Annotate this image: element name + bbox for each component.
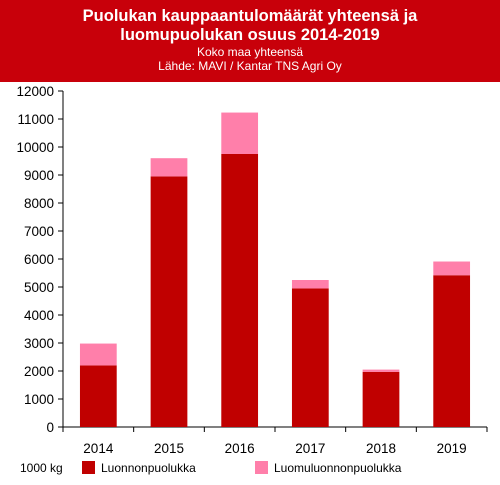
bar-luonnonpuolukka-2014 (79, 365, 117, 427)
y-tick-label: 3000 (24, 336, 54, 351)
x-tick-label: 2019 (437, 441, 467, 456)
legend-label: Luomuluonnonpuolukka (274, 461, 402, 475)
bar-luomuluonnonpuolukka-2015 (150, 158, 188, 177)
bar-luonnonpuolukka-2015 (150, 176, 188, 427)
chart-subtitle-line-1: Koko maa yhteensä (196, 45, 304, 59)
y-tick-label: 6000 (24, 252, 54, 267)
x-tick-label: 2014 (83, 441, 114, 456)
chart-title-line-1: Puolukan kauppaantulomäärät yhteensä ja (82, 7, 418, 25)
chart-subtitle-line-2: Lähde: MAVI / Kantar TNS Agri Oy (158, 59, 342, 73)
bar-luonnonpuolukka-2016 (221, 154, 259, 427)
bar-luomuluonnonpuolukka-2017 (291, 280, 329, 289)
bar-luomuluonnonpuolukka-2019 (433, 261, 471, 276)
x-tick-label: 2015 (154, 441, 184, 456)
legend-swatch (255, 461, 268, 474)
bar-luonnonpuolukka-2018 (362, 371, 400, 427)
bar-luonnonpuolukka-2019 (433, 275, 471, 427)
unit-label: 1000 kg (20, 461, 63, 475)
y-tick-label: 4000 (24, 308, 54, 323)
x-tick-label: 2017 (295, 441, 325, 456)
x-tick-label: 2018 (366, 441, 396, 456)
legend-swatch (82, 461, 95, 474)
bar-luomuluonnonpuolukka-2014 (79, 343, 117, 366)
y-tick-label: 7000 (24, 224, 54, 239)
y-tick-label: 8000 (24, 196, 54, 211)
y-tick-label: 5000 (24, 280, 54, 295)
chart-title: Puolukan kauppaantulomäärät yhteensä ja … (0, 7, 500, 45)
bar-luomuluonnonpuolukka-2016 (221, 112, 259, 154)
bar-luomuluonnonpuolukka-2018 (362, 369, 400, 372)
chart-title-line-2: luomupuolukan osuus 2014-2019 (120, 26, 380, 44)
y-tick-label: 10000 (16, 140, 54, 155)
y-tick-label: 2000 (24, 364, 54, 379)
bar-luonnonpuolukka-2017 (291, 288, 329, 427)
chart-header: Puolukan kauppaantulomäärät yhteensä ja … (0, 0, 500, 82)
y-tick-label: 9000 (24, 168, 54, 183)
y-tick-label: 12000 (16, 84, 54, 99)
legend-label: Luonnonpuolukka (101, 461, 196, 475)
y-tick-label: 0 (46, 420, 54, 435)
chart-subtitle: Koko maa yhteensä Lähde: MAVI / Kantar T… (0, 45, 500, 73)
x-tick-label: 2016 (225, 441, 255, 456)
y-tick-label: 1000 (24, 392, 54, 407)
y-tick-label: 11000 (17, 112, 54, 127)
